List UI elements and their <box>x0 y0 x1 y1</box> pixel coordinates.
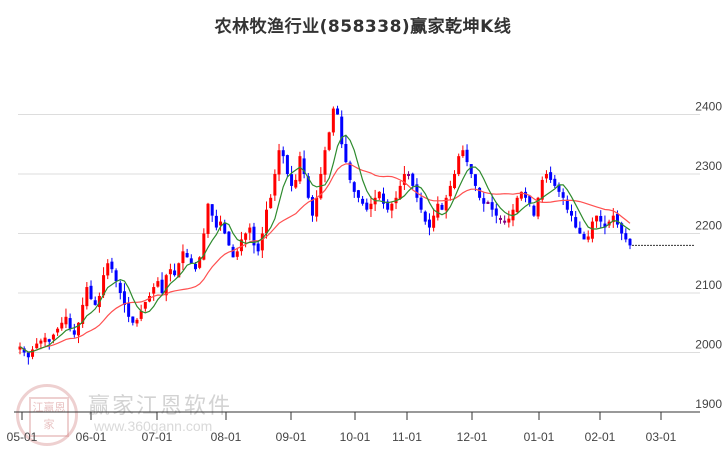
y-axis-label: 2100 <box>695 278 722 292</box>
x-axis-label: 05-01 <box>7 430 38 444</box>
long-moving-average-line <box>19 163 631 353</box>
y-axis: 1900 2000 2100 2200 2300 2400 <box>695 100 722 412</box>
short-moving-average-line <box>19 134 631 353</box>
x-axis-label: 10-01 <box>340 430 371 444</box>
x-axis-label: 11-01 <box>392 430 422 444</box>
watermark-url: www.360gann.com <box>94 418 213 434</box>
candlesticks <box>18 105 632 365</box>
x-axis-label: 01-01 <box>524 430 555 444</box>
y-axis-label: 2300 <box>695 159 722 173</box>
y-axis-label: 1900 <box>695 397 722 411</box>
grid-lines <box>18 114 700 353</box>
x-axis-label: 09-01 <box>276 430 307 444</box>
y-axis-label: 2200 <box>695 219 722 233</box>
x-axis-label: 06-01 <box>76 430 107 444</box>
x-axis-label: 08-01 <box>211 430 242 444</box>
chart-title: 农林牧渔行业(858338)赢家乾坤K线 <box>214 17 512 37</box>
x-axis-label: 03-01 <box>646 430 677 444</box>
watermark-brand: 赢家江恩软件 <box>88 394 233 419</box>
watermark-logo: 江赢恩家 <box>16 384 78 446</box>
x-axis-label: 02-01 <box>585 430 616 444</box>
x-axis-label: 12-01 <box>457 430 488 444</box>
y-axis-label: 2400 <box>695 100 722 114</box>
watermark-logo-chars: 江赢恩家 <box>29 397 69 437</box>
x-axis-label: 07-01 <box>142 430 173 444</box>
x-axis: 05-01 06-01 07-01 08-01 09-01 10-01 11-01 12-01… <box>7 411 700 444</box>
y-axis-label: 2000 <box>695 338 722 352</box>
